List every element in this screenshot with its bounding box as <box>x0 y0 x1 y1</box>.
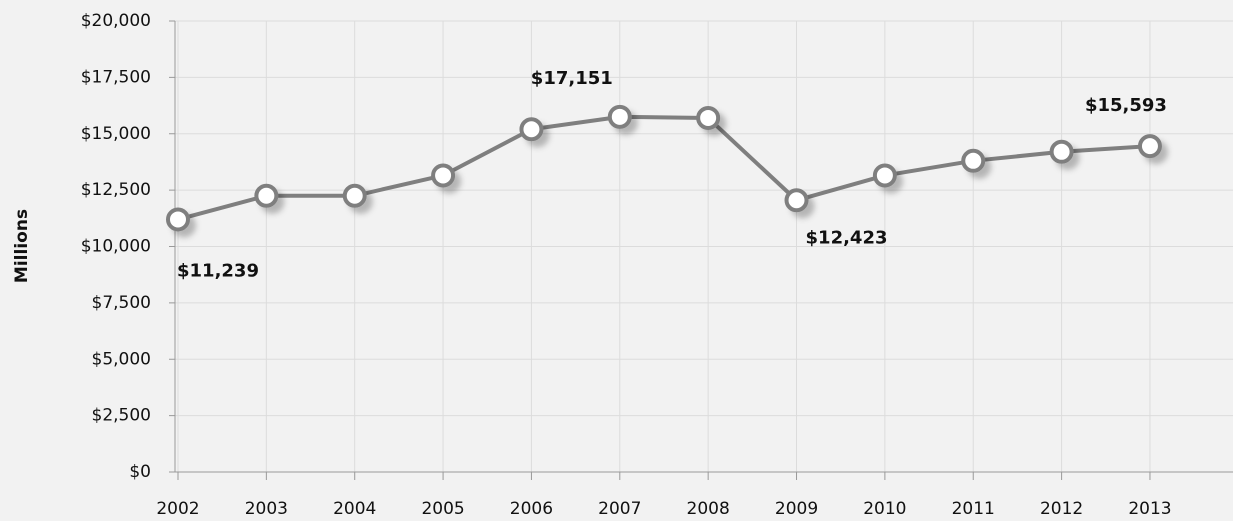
annotation: $12,423 <box>806 227 888 248</box>
marker <box>254 183 279 208</box>
y-tick-label: $5,000 <box>92 349 151 369</box>
annotation: $17,151 <box>531 68 613 89</box>
y-tick-label: $0 <box>129 462 151 482</box>
x-tick-label: 2013 <box>1128 499 1171 519</box>
y-tick-label: $10,000 <box>81 237 151 257</box>
marker <box>784 188 809 213</box>
y-tick-label: $17,500 <box>81 67 151 87</box>
annotation: $11,239 <box>177 260 259 281</box>
marker <box>607 104 632 129</box>
y-tick-label: $2,500 <box>92 406 151 426</box>
y-axis-label: Millions <box>12 209 32 283</box>
marker <box>166 207 190 232</box>
marker <box>1049 139 1074 164</box>
x-tick-label: 2003 <box>245 499 288 519</box>
marker <box>1137 134 1162 159</box>
y-tick-label: $12,500 <box>81 180 151 200</box>
x-tick-label: 2012 <box>1040 499 1083 519</box>
x-tick-label: 2007 <box>598 499 641 519</box>
y-tick-label: $20,000 <box>81 11 151 31</box>
marker <box>519 117 544 142</box>
annotation: $15,593 <box>1085 95 1167 116</box>
x-tick-label: 2006 <box>510 499 553 519</box>
x-tick-label: 2008 <box>687 499 730 519</box>
y-tick-label: $7,500 <box>92 293 151 313</box>
series-line <box>177 114 1151 222</box>
x-tick-label: 2004 <box>333 499 376 519</box>
marker <box>872 163 897 188</box>
x-tick-label: 2009 <box>775 499 818 519</box>
marker <box>696 105 721 130</box>
y-tick-label: $15,000 <box>81 124 151 144</box>
x-tick-label: 2010 <box>863 499 906 519</box>
marker <box>961 148 986 173</box>
x-tick-label: 2011 <box>952 499 995 519</box>
marker <box>431 163 456 188</box>
x-tick-label: 2005 <box>421 499 464 519</box>
marker <box>342 183 367 208</box>
x-tick-label: 2002 <box>156 499 199 519</box>
